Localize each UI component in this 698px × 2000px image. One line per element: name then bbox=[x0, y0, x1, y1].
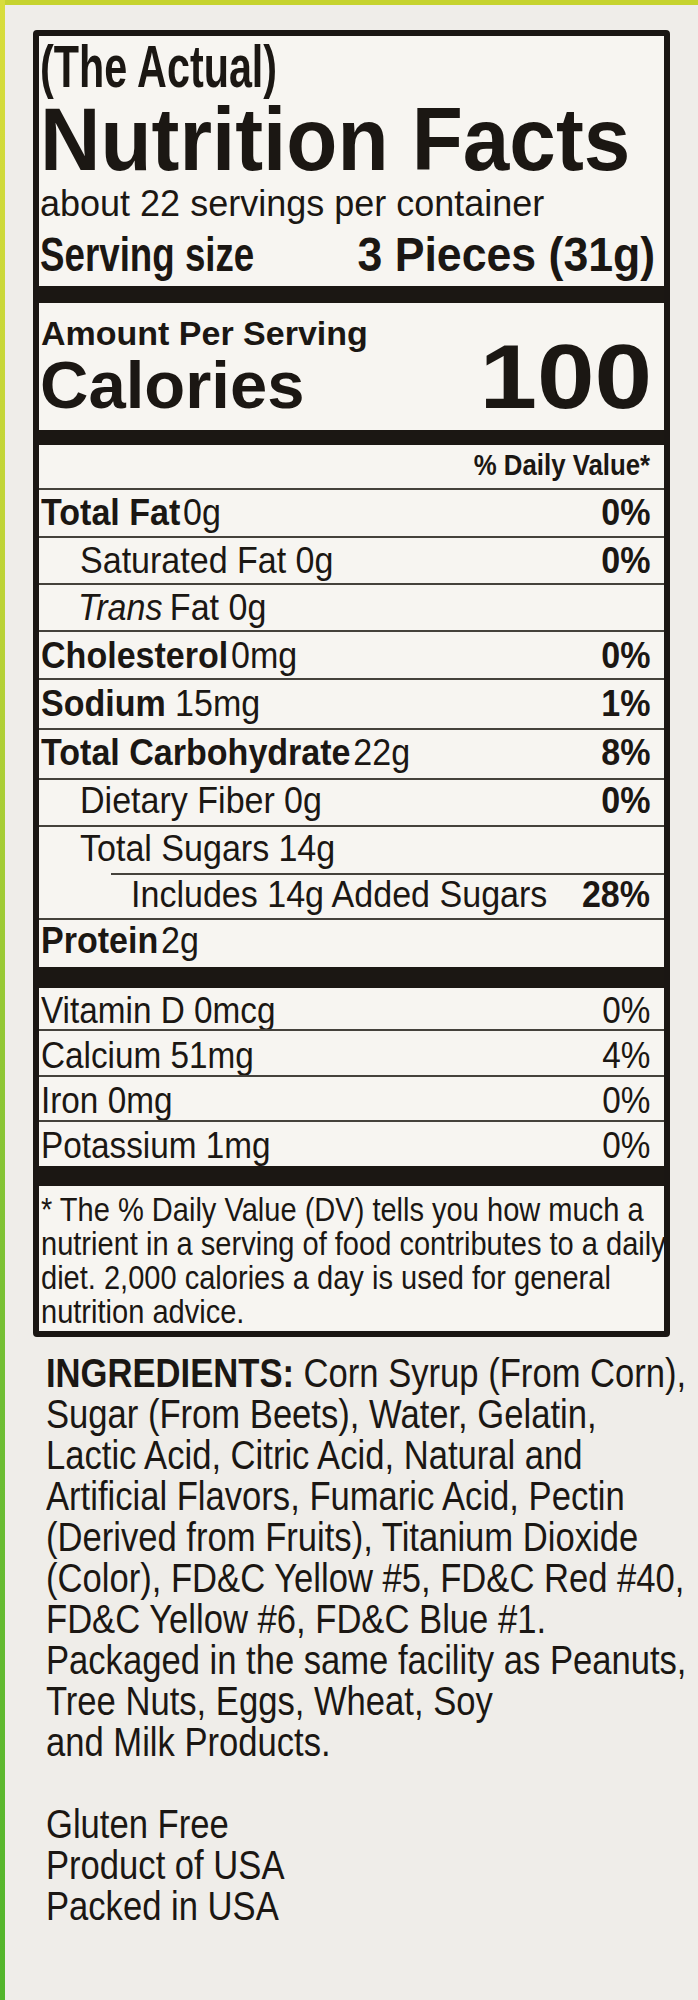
nutrient-dv-total-fat: 0% bbox=[597, 494, 650, 531]
micronutrient-row-calcium: Calcium 51mg bbox=[41, 1037, 277, 1074]
micronutrient-row-potassium: Potassium 1mg bbox=[41, 1127, 296, 1164]
divider bbox=[39, 1075, 664, 1077]
claim-packed-in-usa: Packed in USA bbox=[46, 1886, 284, 1927]
ingredients-line: FD&C Yellow #6, FD&C Blue #1. bbox=[46, 1599, 686, 1640]
ingredients-line: Packaged in the same facility as Peanuts… bbox=[46, 1640, 686, 1681]
divider-thick-1 bbox=[39, 286, 664, 303]
nutrient-dv-cholesterol: 0% bbox=[597, 637, 650, 674]
serving-size-label: Serving size bbox=[40, 231, 320, 279]
nutrient-dv-added-sugars: 28% bbox=[576, 876, 650, 913]
calories-label: Calories bbox=[40, 351, 304, 418]
divider bbox=[39, 630, 664, 632]
product-claims: Gluten Free Product of USA Packed in USA bbox=[46, 1804, 322, 1927]
nutrient-row-trans-fat: TransFat 0g bbox=[78, 589, 283, 626]
nutrient-row-dietary-fiber: Dietary Fiber0g bbox=[80, 782, 343, 819]
ingredients-line: (Derived from Fruits), Titanium Dioxide bbox=[46, 1517, 686, 1558]
nutrient-row-sodium: Sodium15mg bbox=[41, 685, 279, 722]
divider bbox=[39, 1120, 664, 1122]
nutrient-row-total-fat: Total Fat0g bbox=[41, 494, 237, 531]
micronutrient-dv-potassium: 0% bbox=[597, 1127, 650, 1164]
ingredients-line: (Color), FD&C Yellow #5, FD&C Red #40, bbox=[46, 1558, 686, 1599]
amount-per-serving-label: Amount Per Serving bbox=[41, 316, 368, 350]
divider bbox=[39, 536, 664, 538]
ingredients-line: Artificial Flavors, Fumaric Acid, Pectin bbox=[46, 1476, 686, 1517]
ingredients-line: Lactic Acid, Citric Acid, Natural and bbox=[46, 1435, 686, 1476]
divider bbox=[39, 825, 664, 827]
divider bbox=[39, 488, 664, 490]
nutrient-row-saturated-fat: Saturated Fat0g bbox=[80, 542, 355, 579]
divider-thick-3 bbox=[39, 967, 664, 988]
panel-title: Nutrition Facts bbox=[40, 95, 668, 184]
nutrient-dv-saturated-fat: 0% bbox=[597, 542, 650, 579]
nutrient-row-cholesterol: Cholesterol0mg bbox=[41, 637, 320, 674]
nutrient-dv-sodium: 1% bbox=[597, 685, 650, 722]
ingredients-paragraph: INGREDIENTS: Corn Syrup (From Corn), Sug… bbox=[46, 1353, 698, 1763]
daily-value-header: % Daily Value* bbox=[445, 450, 650, 480]
ingredients-line: Tree Nuts, Eggs, Wheat, Soy bbox=[46, 1681, 686, 1722]
micronutrient-dv-calcium: 4% bbox=[597, 1037, 650, 1074]
divider bbox=[39, 678, 664, 680]
nutrient-row-total-carbohydrate: Total Carbohydrate22g bbox=[41, 734, 442, 771]
divider-thick-2 bbox=[39, 430, 664, 445]
footnote-line: nutrient in a serving of food contribute… bbox=[41, 1227, 666, 1261]
claim-gluten-free: Gluten Free bbox=[46, 1804, 284, 1845]
micronutrient-dv-vitamin-d: 0% bbox=[597, 992, 650, 1029]
nutrient-dv-total-carbohydrate: 8% bbox=[597, 734, 650, 771]
micronutrient-row-vitamin-d: Vitamin D 0mcg bbox=[41, 992, 301, 1029]
calories-value: 100 bbox=[502, 332, 652, 422]
nutrient-row-total-sugars: Total Sugars14g bbox=[80, 830, 357, 867]
serving-size-value: 3 Pieces (31g) bbox=[335, 231, 655, 279]
divider bbox=[39, 728, 664, 730]
micronutrient-row-iron: Iron 0mg bbox=[41, 1082, 187, 1119]
package-edge-strip-left bbox=[0, 0, 5, 2000]
ingredients-line: INGREDIENTS: Corn Syrup (From Corn), bbox=[46, 1353, 686, 1394]
ingredients-line: Sugar (From Beets), Water, Gelatin, bbox=[46, 1394, 686, 1435]
servings-per-container: about 22 servings per container bbox=[40, 186, 544, 222]
nutrition-label-photo: (The Actual) Nutrition Facts about 22 se… bbox=[0, 0, 698, 2000]
micronutrient-dv-iron: 0% bbox=[597, 1082, 650, 1119]
divider bbox=[39, 583, 664, 585]
footnote-line: diet. 2,000 calories a day is used for g… bbox=[41, 1261, 666, 1295]
ingredients-line: and Milk Products. bbox=[46, 1722, 686, 1763]
nutrient-row-protein: Protein2g bbox=[41, 922, 213, 959]
divider-thick-4 bbox=[39, 1166, 664, 1186]
divider bbox=[39, 1029, 664, 1031]
footnote: * The % Daily Value (DV) tells you how m… bbox=[41, 1193, 698, 1329]
nutrient-dv-dietary-fiber: 0% bbox=[597, 782, 650, 819]
nutrient-row-added-sugars: Includes 14g Added Sugars bbox=[131, 876, 584, 913]
package-edge-strip-top bbox=[0, 0, 698, 5]
footnote-line: nutrition advice. bbox=[41, 1295, 666, 1329]
claim-product-of-usa: Product of USA bbox=[46, 1845, 284, 1886]
footnote-line: * The % Daily Value (DV) tells you how m… bbox=[41, 1193, 666, 1227]
